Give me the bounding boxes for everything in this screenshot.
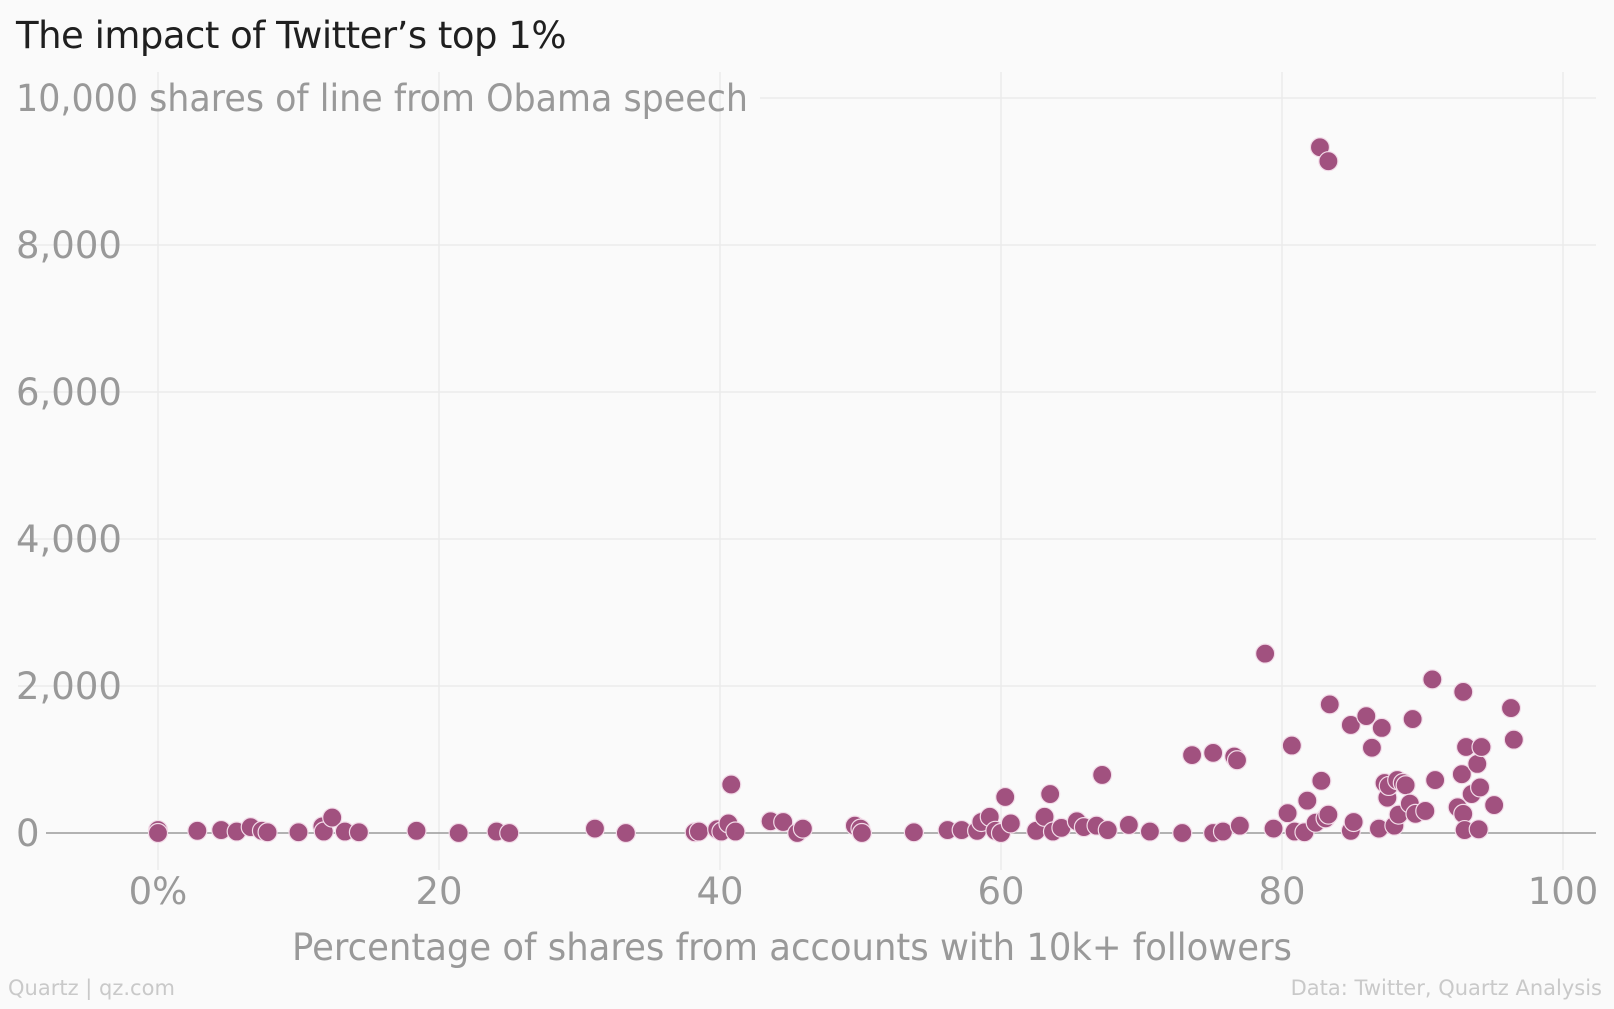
x-tick-label: 0% [129, 870, 188, 913]
data-point [1468, 819, 1489, 840]
data-point [1097, 819, 1118, 841]
data-point [584, 818, 606, 839]
data-point [257, 822, 278, 843]
data-point [615, 822, 636, 844]
grid-lines [18, 72, 1596, 870]
footer-credit: Quartz | qz.com [8, 976, 175, 1000]
x-tick-label: 20 [415, 870, 462, 913]
data-point [688, 821, 710, 842]
data-point [1040, 783, 1061, 805]
footer-source: Data: Twitter, Quartz Analysis [1290, 976, 1602, 1000]
data-point [499, 822, 520, 844]
y-tick-label: 0 [16, 812, 40, 855]
data-point [1172, 822, 1193, 844]
x-tick-label: 40 [696, 870, 743, 913]
y-tick-label: 6,000 [16, 371, 122, 414]
data-point [1318, 804, 1339, 825]
data-point [1361, 737, 1383, 758]
data-point [1203, 742, 1224, 763]
data-point [1371, 717, 1392, 738]
data-point [1340, 714, 1361, 736]
data-point [1471, 736, 1492, 758]
data-point [1343, 811, 1364, 833]
data-point [1500, 697, 1522, 719]
y-tick-label: 8,000 [16, 224, 122, 267]
data-point [1000, 813, 1021, 834]
data-point [1139, 821, 1161, 842]
data-point [348, 822, 370, 843]
data-point [1212, 821, 1234, 842]
data-point [1425, 769, 1446, 791]
data-point [792, 818, 813, 839]
data-point [1229, 815, 1250, 836]
y-tick-label: 10,000 shares of line from Obama speech [16, 77, 748, 120]
data-point [1503, 729, 1524, 750]
data-point [1263, 818, 1284, 839]
data-point [1255, 643, 1276, 664]
data-point [903, 822, 924, 843]
x-tick-label: 80 [1258, 870, 1305, 913]
data-point [1395, 775, 1416, 796]
y-tick-label: 2,000 [16, 665, 122, 708]
data-point [1470, 777, 1491, 798]
data-point [1415, 800, 1436, 822]
data-point [1226, 750, 1248, 771]
data-point [1311, 770, 1332, 791]
chart-title: The impact of Twitter’s top 1% [16, 14, 567, 57]
data-point [721, 774, 742, 795]
data-point [448, 822, 469, 844]
y-tick-label: 4,000 [16, 518, 122, 561]
data-point [1453, 681, 1474, 702]
data-point [187, 820, 208, 841]
data-point [406, 820, 427, 841]
data-point [1318, 151, 1339, 172]
data-point [1092, 764, 1113, 786]
x-tick-label: 60 [977, 870, 1024, 913]
data-point [1451, 764, 1472, 785]
data-point [725, 821, 746, 842]
x-axis-title: Percentage of shares from accounts with … [292, 926, 1292, 969]
data-point [1319, 694, 1340, 715]
data-point [1118, 814, 1139, 836]
data-point [773, 811, 794, 833]
data-point [851, 822, 873, 844]
data-point [1467, 753, 1488, 775]
data-point [1277, 803, 1298, 824]
x-tick-label: 100 [1528, 870, 1599, 913]
data-point [1281, 735, 1302, 756]
data-point [1356, 706, 1377, 727]
data-point [995, 786, 1016, 808]
axes: 0 2,000 4,000 6,000 8,000 10,000 shares of li… [16, 77, 1598, 969]
data-point [1484, 794, 1505, 816]
data-point [1402, 708, 1423, 730]
data-point [1297, 790, 1318, 811]
data-point [1422, 669, 1443, 690]
data-point [1181, 744, 1203, 766]
data-point [147, 822, 169, 844]
data-point [322, 807, 343, 828]
data-point [288, 822, 309, 843]
data-points [147, 137, 1524, 844]
